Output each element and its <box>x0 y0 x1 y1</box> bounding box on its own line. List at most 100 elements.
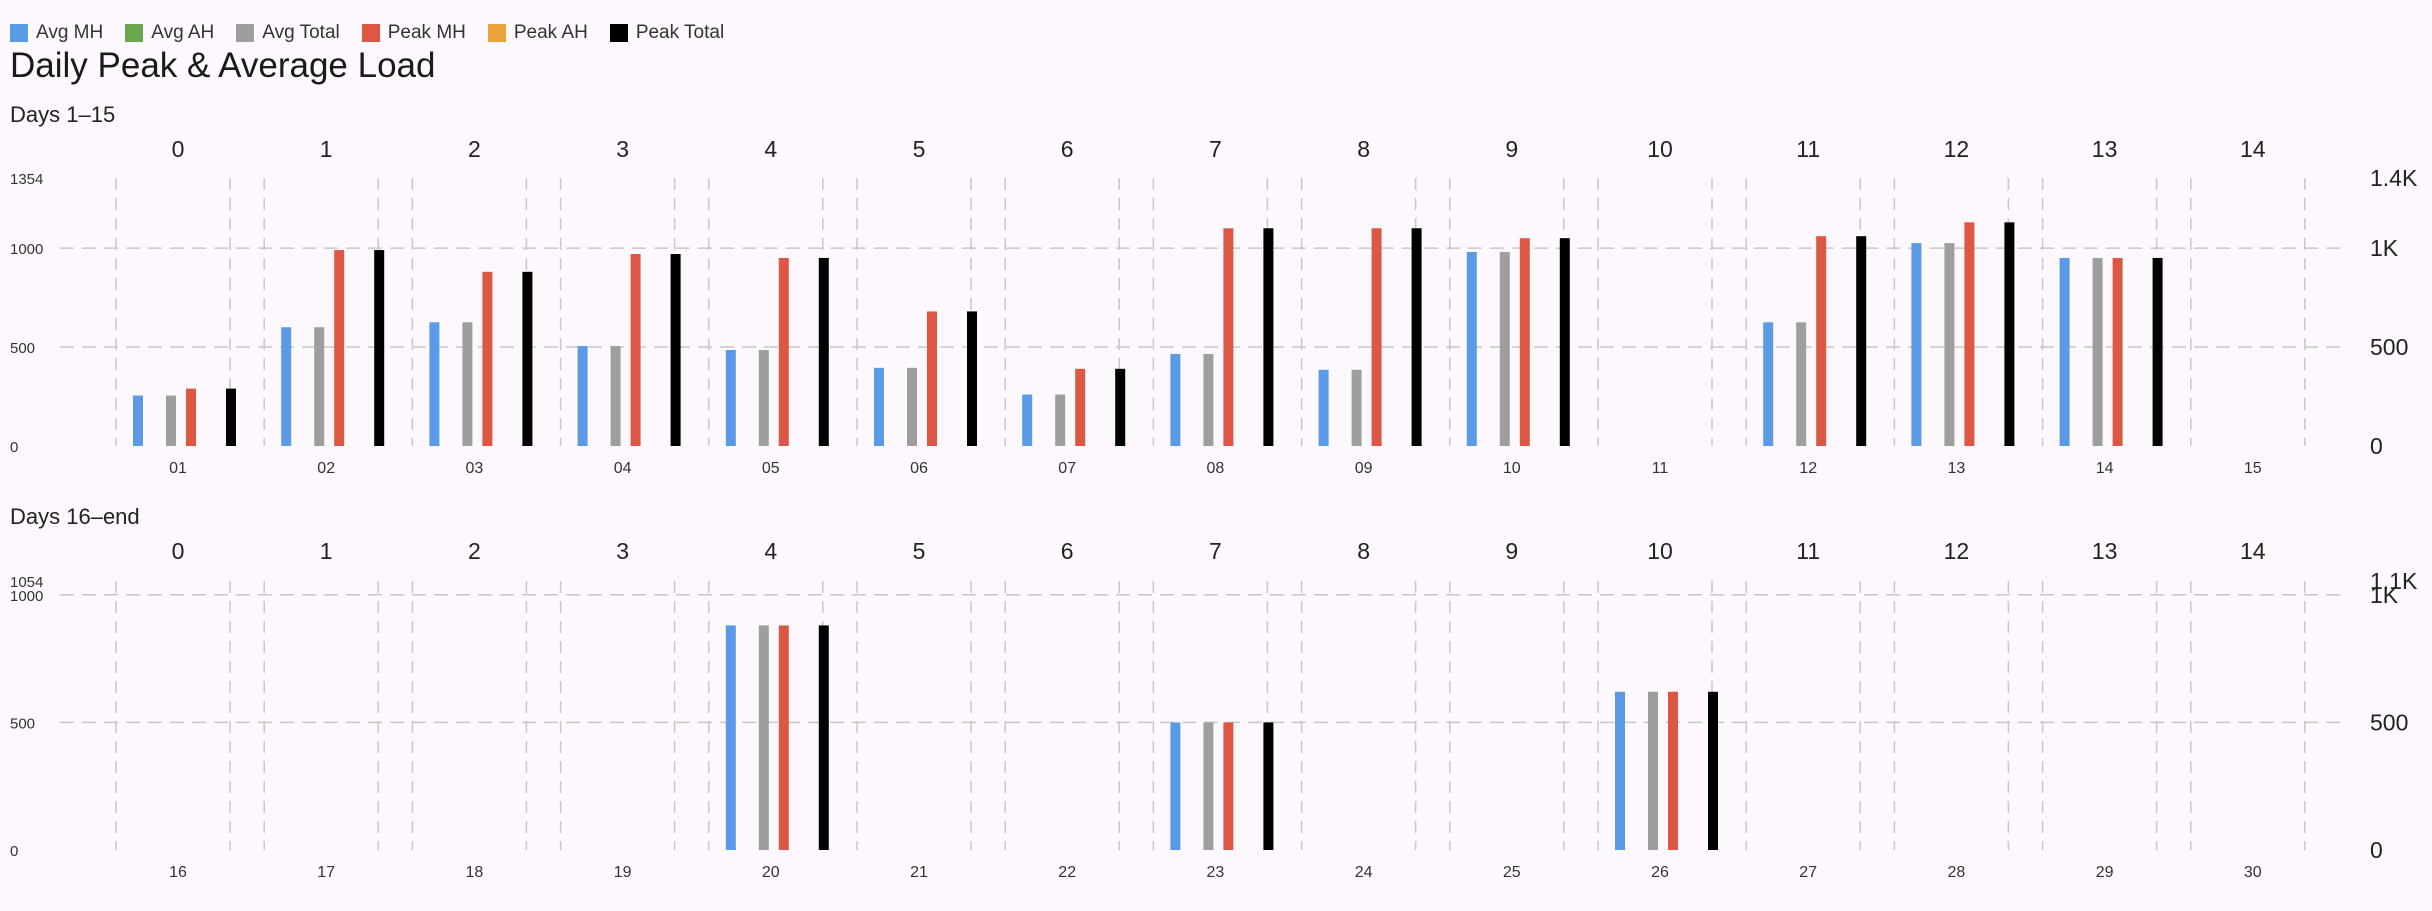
bar-peak-mh <box>1371 228 1382 446</box>
category-label: 03 <box>466 460 484 477</box>
legend-item-avg-ah[interactable]: Avg AH <box>125 22 214 44</box>
bar-avg-mh <box>2059 257 2070 446</box>
bar-peak-total <box>226 388 236 446</box>
legend-label: Peak MH <box>387 22 466 43</box>
right-tick-label: 1K <box>2370 235 2399 261</box>
top-tick-label: 5 <box>913 538 926 564</box>
bar-peak-total <box>1559 238 1570 446</box>
category-label: 16 <box>169 864 187 881</box>
bar-peak-mh <box>630 254 641 446</box>
legend-label: Peak Total <box>635 22 725 43</box>
bar-peak-total <box>522 271 533 446</box>
top-tick-label: 10 <box>1647 136 1673 162</box>
left-tick-label: 1000 <box>10 588 43 605</box>
top-tick-label: 14 <box>2240 538 2266 564</box>
bar-avg-mh <box>1318 369 1329 446</box>
bar-avg-total <box>1203 722 1214 850</box>
bar-avg-mh <box>1763 322 1774 446</box>
legend-item-peak-total[interactable]: Peak Total <box>609 22 725 44</box>
legend-item-peak-ah[interactable]: Peak AH <box>487 22 588 44</box>
bar-peak-total <box>670 254 681 446</box>
left-tick-label: 1054 <box>10 574 43 591</box>
bar-peak-total <box>818 625 829 850</box>
category-label: 06 <box>910 460 928 477</box>
legend-label: Avg Total <box>262 22 340 43</box>
right-tick-label: 1.4K <box>2370 165 2418 191</box>
bar-avg-total <box>1944 243 1955 446</box>
bar-peak-total <box>2152 257 2163 446</box>
legend-swatch <box>236 24 255 42</box>
top-tick-label: 7 <box>1209 136 1222 162</box>
bar-peak-mh <box>1519 238 1530 446</box>
bar-avg-mh <box>874 367 884 446</box>
bar-peak-mh <box>482 271 493 446</box>
top-tick-label: 13 <box>2092 136 2118 162</box>
bar-avg-total <box>1203 353 1214 446</box>
bar-peak-mh <box>1223 722 1234 850</box>
legend-item-peak-mh[interactable]: Peak MH <box>361 22 466 44</box>
top-tick-label: 11 <box>1796 136 1820 162</box>
category-label: 01 <box>169 460 187 477</box>
top-tick-label: 0 <box>172 136 185 162</box>
bar-peak-mh <box>927 311 937 446</box>
legend-swatch <box>361 24 380 42</box>
category-label: 07 <box>1058 460 1076 477</box>
bar-avg-total <box>2092 257 2103 446</box>
category-label: 18 <box>466 864 484 881</box>
top-tick-label: 12 <box>1944 136 1970 162</box>
left-tick-label: 500 <box>10 715 35 732</box>
bar-avg-mh <box>133 395 143 446</box>
top-tick-label: 14 <box>2240 136 2266 162</box>
bar-peak-mh <box>1223 228 1234 446</box>
top-tick-label: 9 <box>1505 538 1518 564</box>
category-label: 19 <box>614 864 632 881</box>
category-label: 25 <box>1503 864 1521 881</box>
legend-swatch <box>487 24 506 42</box>
top-tick-label: 7 <box>1209 538 1222 564</box>
category-label: 02 <box>317 460 335 477</box>
bar-peak-total <box>818 257 829 446</box>
legend-swatch <box>609 24 628 42</box>
top-tick-label: 1 <box>320 538 333 564</box>
bar-avg-mh <box>1170 353 1181 446</box>
top-tick-label: 4 <box>764 136 777 162</box>
category-label: 11 <box>1652 460 1669 477</box>
legend-label: Avg AH <box>151 22 215 43</box>
right-tick-label: 0 <box>2370 837 2383 863</box>
top-tick-label: 6 <box>1061 538 1074 564</box>
panel-2-label: Days 16–end <box>10 504 140 529</box>
chart-legend: Avg MH Avg AH Avg Total Peak MH Peak AH Peak … <box>10 22 724 44</box>
bar-avg-mh <box>281 327 292 446</box>
top-tick-label: 4 <box>764 538 777 564</box>
bar-avg-mh <box>429 322 440 446</box>
category-label: 24 <box>1355 864 1373 881</box>
right-tick-label: 1K <box>2370 582 2399 608</box>
bar-peak-total <box>1115 368 1126 446</box>
top-tick-label: 8 <box>1357 538 1370 564</box>
category-label: 23 <box>1207 864 1225 881</box>
bar-avg-mh <box>1466 252 1477 446</box>
panel-1-label: Days 1–15 <box>10 102 116 127</box>
bar-peak-total <box>374 250 385 446</box>
chart-title: Daily Peak & Average Load <box>10 46 436 85</box>
top-tick-label: 11 <box>1796 538 1820 564</box>
top-tick-label: 1 <box>320 136 333 162</box>
category-label: 08 <box>1207 460 1225 477</box>
category-label: 28 <box>1948 864 1966 881</box>
category-label: 30 <box>2244 864 2262 881</box>
bar-avg-mh <box>725 625 736 850</box>
bar-avg-mh <box>1022 394 1033 446</box>
right-tick-label: 500 <box>2370 709 2408 735</box>
bar-avg-mh <box>577 346 588 446</box>
top-tick-label: 10 <box>1647 538 1673 564</box>
bar-avg-total <box>758 350 769 446</box>
bar-peak-mh <box>334 250 345 446</box>
bar-peak-mh <box>1964 222 1975 446</box>
category-label: 10 <box>1503 460 1521 477</box>
bar-peak-mh <box>1816 236 1827 446</box>
legend-item-avg-total[interactable]: Avg Total <box>236 22 340 44</box>
category-label: 15 <box>2244 460 2262 477</box>
left-tick-label: 0 <box>10 439 18 456</box>
bar-avg-total <box>314 327 325 446</box>
legend-item-avg-mh[interactable]: Avg MH <box>10 22 103 44</box>
